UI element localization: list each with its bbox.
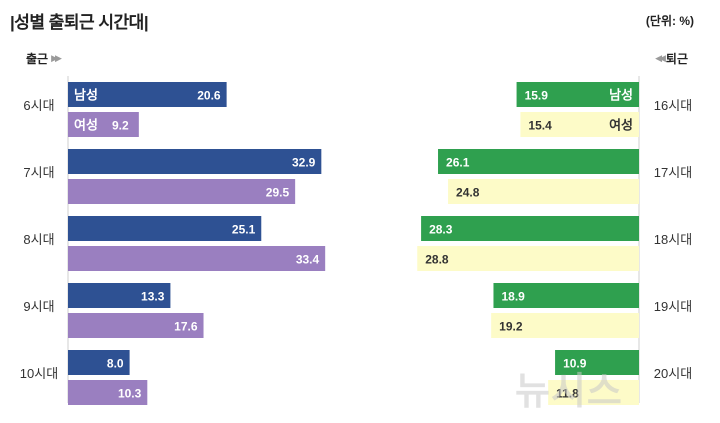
bar-in-0-0 — [68, 82, 227, 107]
value-label-in-0-2: 25.1 — [232, 223, 256, 237]
category-label-in-4: 10시대 — [20, 366, 58, 381]
bar-out-1-4 — [548, 380, 639, 405]
value-label-out-1-4: 11.8 — [556, 387, 579, 401]
bar-out-0-2 — [421, 216, 639, 241]
value-label-out-1-0: 15.4 — [528, 119, 552, 133]
value-label-out-1-1: 24.8 — [456, 186, 480, 200]
bar-in-1-1 — [68, 179, 296, 204]
bar-in-1-2 — [68, 246, 326, 271]
value-label-out-0-3: 18.9 — [501, 290, 525, 304]
arrow-left-icon: ◀◀ — [655, 53, 666, 63]
category-label-out-1: 17시대 — [654, 165, 692, 180]
bar-out-1-2 — [417, 246, 639, 271]
bar-in-0-2 — [68, 216, 262, 241]
category-label-out-3: 19시대 — [654, 299, 692, 314]
value-label-in-0-1: 32.9 — [292, 156, 316, 170]
value-label-in-0-0: 20.6 — [197, 89, 221, 103]
value-label-out-0-0: 15.9 — [525, 89, 549, 103]
bar-in-1-3 — [68, 313, 204, 338]
category-label-out-2: 18시대 — [654, 232, 692, 247]
arrow-right-icon: ▶▶ — [51, 53, 62, 63]
bar-in-0-3 — [68, 283, 171, 308]
category-label-in-1: 7시대 — [23, 165, 54, 180]
value-label-in-1-2: 33.4 — [296, 253, 320, 267]
legend-label-in-1: 여성 — [74, 118, 98, 133]
value-label-out-0-4: 10.9 — [563, 357, 587, 371]
bar-out-0-4 — [555, 350, 639, 375]
value-label-in-1-1: 29.5 — [266, 186, 290, 200]
value-label-out-0-1: 26.1 — [446, 156, 470, 170]
watermark-logo: 뉴시스 — [515, 371, 623, 413]
value-label-in-1-3: 17.6 — [174, 320, 198, 334]
legend-label-out-1: 여성 — [609, 118, 633, 133]
legend-label-in-0: 남성 — [74, 88, 98, 103]
bar-in-1-4 — [68, 380, 148, 405]
bar-out-0-0 — [516, 82, 639, 107]
value-label-in-0-4: 8.0 — [107, 357, 124, 371]
commute-in-label: 출근 ▶▶ — [26, 50, 62, 67]
value-label-out-0-2: 28.3 — [429, 223, 453, 237]
category-label-in-3: 9시대 — [23, 299, 54, 314]
category-label-out-4: 20시대 — [654, 366, 692, 381]
bar-in-0-4 — [68, 350, 130, 375]
bar-out-0-3 — [493, 283, 639, 308]
bar-out-1-1 — [448, 179, 639, 204]
bar-out-1-3 — [491, 313, 639, 338]
commute-in-text: 출근 — [26, 52, 49, 66]
value-label-in-0-3: 13.3 — [141, 290, 165, 304]
value-label-in-1-0: 9.2 — [112, 119, 129, 133]
bar-in-0-1 — [68, 149, 322, 174]
bar-in-1-0 — [68, 112, 139, 137]
value-label-in-1-4: 10.3 — [118, 387, 142, 401]
legend-label-out-0: 남성 — [609, 88, 633, 103]
chart-title: |성별 출퇴근 시간대| — [10, 13, 149, 32]
bar-out-1-0 — [520, 112, 639, 137]
category-label-in-0: 6시대 — [23, 98, 54, 113]
category-label-out-0: 16시대 — [654, 98, 692, 113]
category-label-in-2: 8시대 — [23, 232, 54, 247]
value-label-out-1-2: 28.8 — [425, 253, 449, 267]
bar-out-0-1 — [438, 149, 639, 174]
commute-out-label: ◀◀ 퇴근 — [655, 50, 688, 67]
commute-out-text: 퇴근 — [665, 52, 688, 66]
unit-label: (단위: %) — [645, 14, 694, 28]
value-label-out-1-3: 19.2 — [499, 320, 523, 334]
